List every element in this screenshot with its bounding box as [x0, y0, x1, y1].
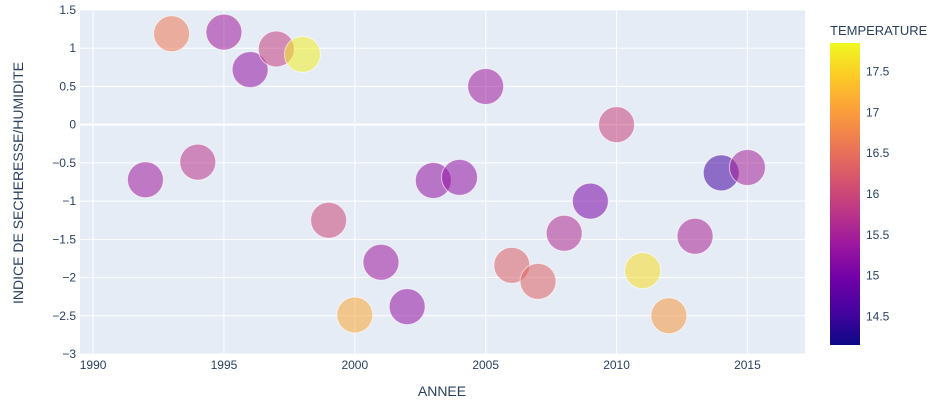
colorbar-tick-label: 16.5 [866, 146, 890, 160]
data-point[interactable] [728, 148, 766, 186]
data-point[interactable] [362, 243, 400, 281]
colorbar-title: TEMPERATURE [830, 23, 928, 38]
data-points [126, 13, 766, 335]
data-point[interactable] [336, 296, 374, 334]
colorbar: TEMPERATURE 17.5 17 16.5 16 15.5 15 14.5 [830, 23, 928, 345]
y-tick-labels: 1.5 1 0.5 0 −0.5 −1 −1.5 −2 −2.5 −3 [52, 3, 76, 361]
colorbar-tick-label: 17.5 [866, 65, 890, 79]
y-tick-label: 0 [69, 118, 76, 132]
y-tick-label: 1.5 [59, 3, 76, 17]
x-tick-label: 2005 [472, 358, 499, 372]
x-tick-label: 2010 [603, 358, 630, 372]
data-point[interactable] [441, 158, 479, 196]
x-tick-label: 2000 [341, 358, 368, 372]
data-point[interactable] [650, 297, 688, 335]
data-point[interactable] [283, 35, 321, 73]
y-tick-label: −3 [62, 347, 76, 361]
data-point[interactable] [598, 106, 636, 144]
colorbar-tick-label: 16 [866, 187, 880, 201]
data-point[interactable] [310, 201, 348, 239]
colorbar-tick-label: 15.5 [866, 228, 890, 242]
y-tick-label: 1 [69, 41, 76, 55]
x-axis-title: ANNEE [418, 383, 466, 399]
y-tick-label: −1.5 [52, 232, 76, 246]
colorbar-gradient [830, 43, 860, 345]
colorbar-tick-label: 14.5 [866, 309, 890, 323]
x-tick-labels: 1990 1995 2000 2005 2010 2015 [80, 358, 761, 372]
data-point[interactable] [231, 51, 269, 89]
y-tick-label: −2 [62, 271, 76, 285]
colorbar-tick-labels: 17.5 17 16.5 16 15.5 15 14.5 [866, 65, 890, 324]
data-point[interactable] [388, 288, 426, 326]
y-tick-label: −2.5 [52, 309, 76, 323]
data-point[interactable] [179, 143, 217, 181]
data-point[interactable] [519, 262, 557, 300]
x-tick-label: 1995 [211, 358, 238, 372]
data-point[interactable] [153, 15, 191, 53]
colorbar-tick-label: 15 [866, 269, 880, 283]
data-point[interactable] [624, 252, 662, 290]
y-tick-label: 0.5 [59, 79, 76, 93]
data-point[interactable] [676, 217, 714, 255]
colorbar-tick-label: 17 [866, 105, 880, 119]
data-point[interactable] [571, 182, 609, 220]
y-axis-title: INDICE DE SECHERESSE/HUMIDITE [10, 62, 26, 304]
data-point[interactable] [205, 13, 243, 51]
data-point[interactable] [126, 161, 164, 199]
y-tick-label: −0.5 [52, 156, 76, 170]
x-tick-label: 1990 [80, 358, 107, 372]
data-point[interactable] [467, 67, 505, 105]
grid-lines [80, 9, 805, 355]
y-tick-label: −1 [62, 194, 76, 208]
x-tick-label: 2015 [734, 358, 761, 372]
data-point[interactable] [545, 214, 583, 252]
